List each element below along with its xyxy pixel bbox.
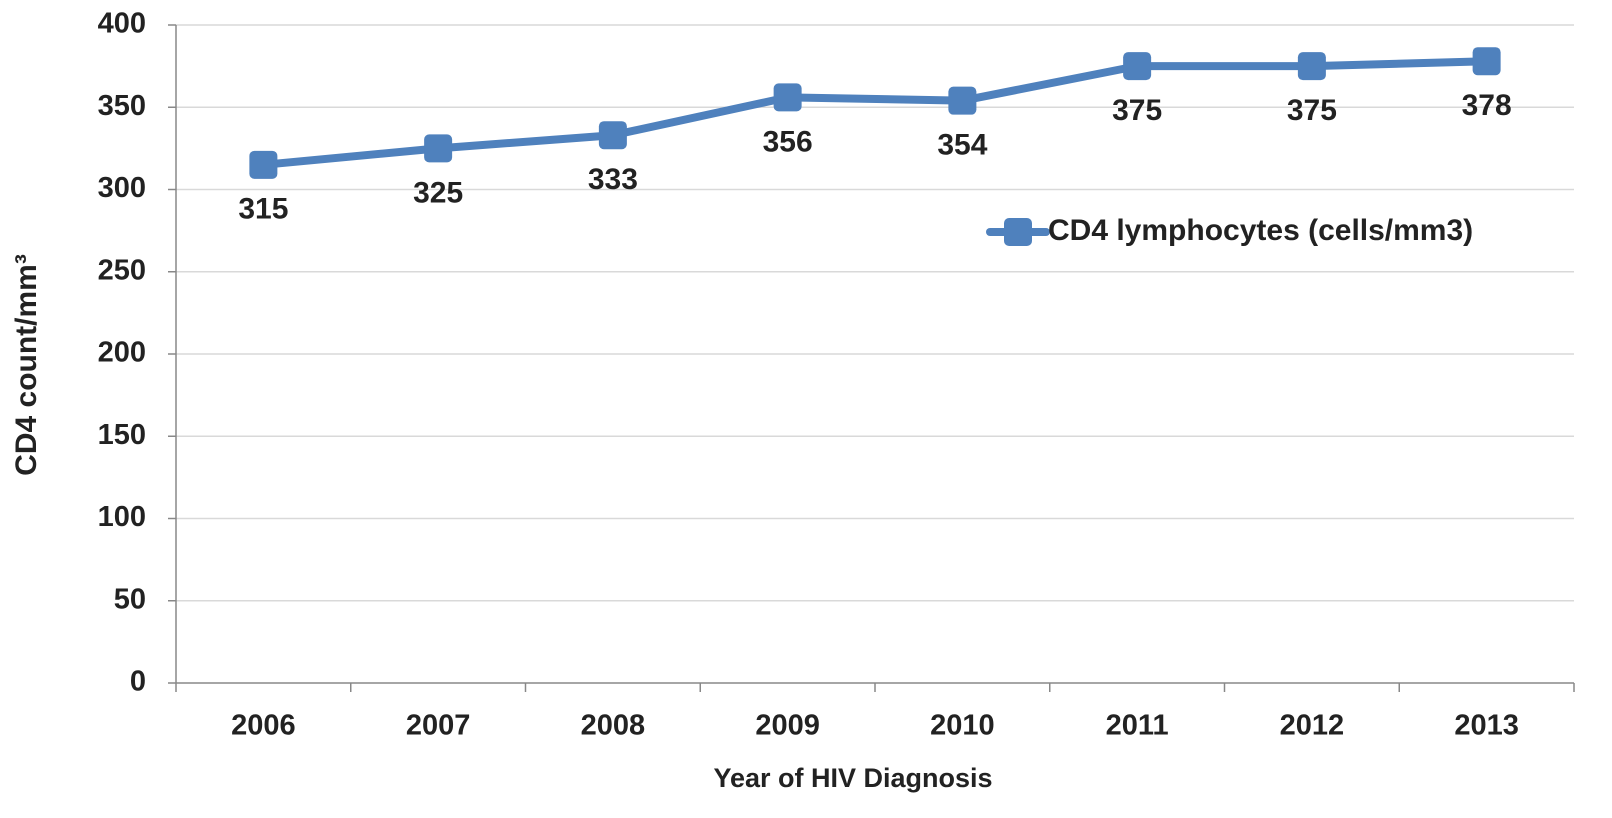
x-axis-label: Year of HIV Diagnosis	[713, 763, 992, 793]
data-label: 315	[238, 193, 288, 226]
y-tick-label: 350	[98, 90, 146, 122]
data-label: 333	[588, 163, 638, 196]
data-label: 356	[763, 125, 813, 158]
x-tick-label: 2006	[231, 710, 296, 742]
x-tick-label: 2013	[1454, 710, 1519, 742]
x-tick-label: 2008	[581, 710, 646, 742]
legend-marker	[1004, 218, 1032, 246]
data-label: 378	[1462, 89, 1512, 122]
y-axis-label: CD4 count/mm³	[10, 254, 43, 476]
y-tick-label: 50	[114, 583, 146, 615]
point-marker	[948, 86, 977, 115]
point-marker	[424, 134, 453, 163]
x-tick-label: 2011	[1106, 710, 1169, 742]
series-line	[263, 57, 1487, 169]
point-marker	[598, 121, 627, 150]
x-tick-label: 2010	[930, 710, 995, 742]
y-tick-label: 300	[98, 172, 146, 204]
y-tick-label: 100	[98, 501, 146, 533]
data-label: 375	[1112, 94, 1162, 127]
point-marker	[1123, 52, 1152, 81]
point-marker	[1472, 47, 1501, 76]
point-marker	[773, 83, 802, 112]
y-tick-label: 200	[98, 337, 146, 369]
y-tick-label: 400	[98, 8, 146, 40]
y-tick-label: 250	[98, 254, 146, 286]
data-label: 375	[1287, 94, 1337, 127]
legend-label: CD4 lymphocytes (cells/mm3)	[1048, 214, 1473, 247]
data-label: 325	[413, 176, 463, 209]
x-tick-label: 2007	[406, 710, 471, 742]
point-marker	[1297, 52, 1326, 81]
point-marker	[249, 150, 278, 179]
data-label: 354	[937, 129, 987, 162]
y-tick-label: 150	[98, 419, 146, 451]
x-tick-label: 2012	[1280, 710, 1345, 742]
y-tick-label: 0	[130, 666, 146, 698]
x-tick-label: 2009	[755, 710, 820, 742]
